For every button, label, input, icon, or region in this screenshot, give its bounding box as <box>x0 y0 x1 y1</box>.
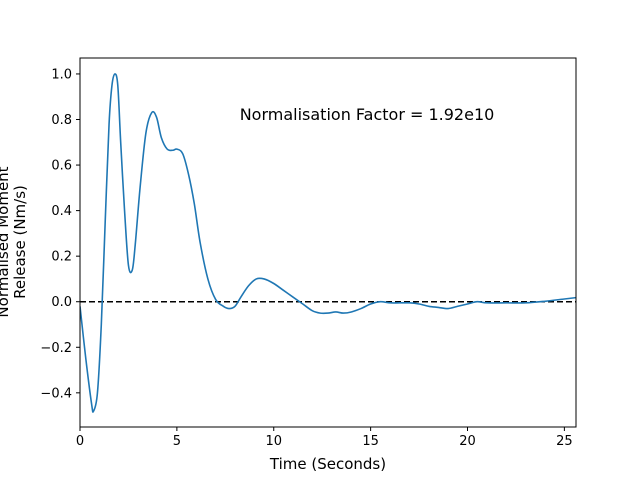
y-tick-label: 0.8 <box>51 113 72 128</box>
plot-frame <box>79 57 577 428</box>
y-tick-label: 0.2 <box>51 250 72 265</box>
x-axis-label: Time (Seconds) <box>269 455 386 473</box>
x-tick-label: 20 <box>459 434 476 449</box>
ticks-layer: 0 5 10 15 20 25 −0.4 −0.2 0.0 0.2 0.4 0.6 0.8 1.0 <box>40 67 572 449</box>
series-line-0 <box>80 73 576 413</box>
y-tick-label: 0.6 <box>51 159 72 174</box>
y-tick-label: −0.2 <box>40 341 72 356</box>
x-tick-label: 10 <box>265 434 282 449</box>
y-axis-label-line-1: Normalised Moment <box>0 166 12 317</box>
y-tick-label: −0.4 <box>40 386 72 401</box>
x-tick-label: 15 <box>362 434 379 449</box>
y-tick-label: 1.0 <box>51 67 72 82</box>
normalisation-annotation: Normalisation Factor = 1.92e10 <box>240 105 495 124</box>
x-tick-label: 0 <box>76 434 84 449</box>
plot-layer <box>80 73 576 413</box>
y-tick-label: 0.0 <box>51 295 72 310</box>
y-axis-label-line-2: Release (Nm/s) <box>11 185 29 299</box>
y-tick-label: 0.4 <box>51 204 72 219</box>
x-tick-label: 25 <box>556 434 573 449</box>
x-tick-label: 5 <box>173 434 181 449</box>
